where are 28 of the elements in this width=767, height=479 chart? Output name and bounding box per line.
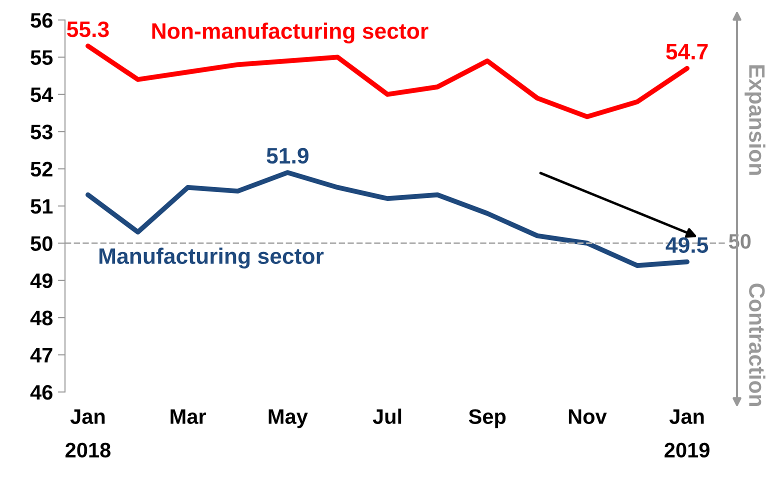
data-label: 51.9	[266, 148, 308, 164]
y-tick-label: 47	[30, 348, 52, 362]
y-tick-label: 49	[30, 273, 52, 288]
x-tick-label: Nov	[568, 409, 607, 424]
x-tick-label: Jan	[70, 409, 105, 424]
y-tick-label: 50	[30, 236, 52, 251]
y-tick-label: 46	[30, 385, 52, 400]
text: 2019	[664, 442, 710, 458]
x-tick-label: Jul	[372, 408, 402, 424]
data-label: 49.5	[666, 237, 708, 253]
text: 2018	[66, 442, 110, 458]
y-tick-label: 52	[30, 162, 52, 177]
data-label: 55.3	[67, 21, 109, 38]
series-label: Manufacturing sector	[99, 248, 324, 268]
text: Contraction	[749, 284, 766, 406]
x-tick-label: Jan	[669, 409, 704, 424]
x-tick-label: May	[268, 409, 308, 428]
y-tick-label: 56	[30, 13, 52, 28]
series-label: Non-manufacturing sector	[152, 22, 428, 44]
text: Expansion	[744, 65, 766, 175]
data-label: 54.7	[666, 44, 708, 60]
x-tick-label: Mar	[170, 409, 206, 424]
y-tick-label: 51	[30, 199, 53, 214]
y-tick-label: 53	[30, 124, 52, 140]
x-tick-label: Sep	[468, 409, 506, 428]
y-tick-label: 48	[30, 310, 53, 326]
y-tick-label: 55	[30, 50, 53, 65]
y-tick-label: 54	[30, 88, 54, 102]
